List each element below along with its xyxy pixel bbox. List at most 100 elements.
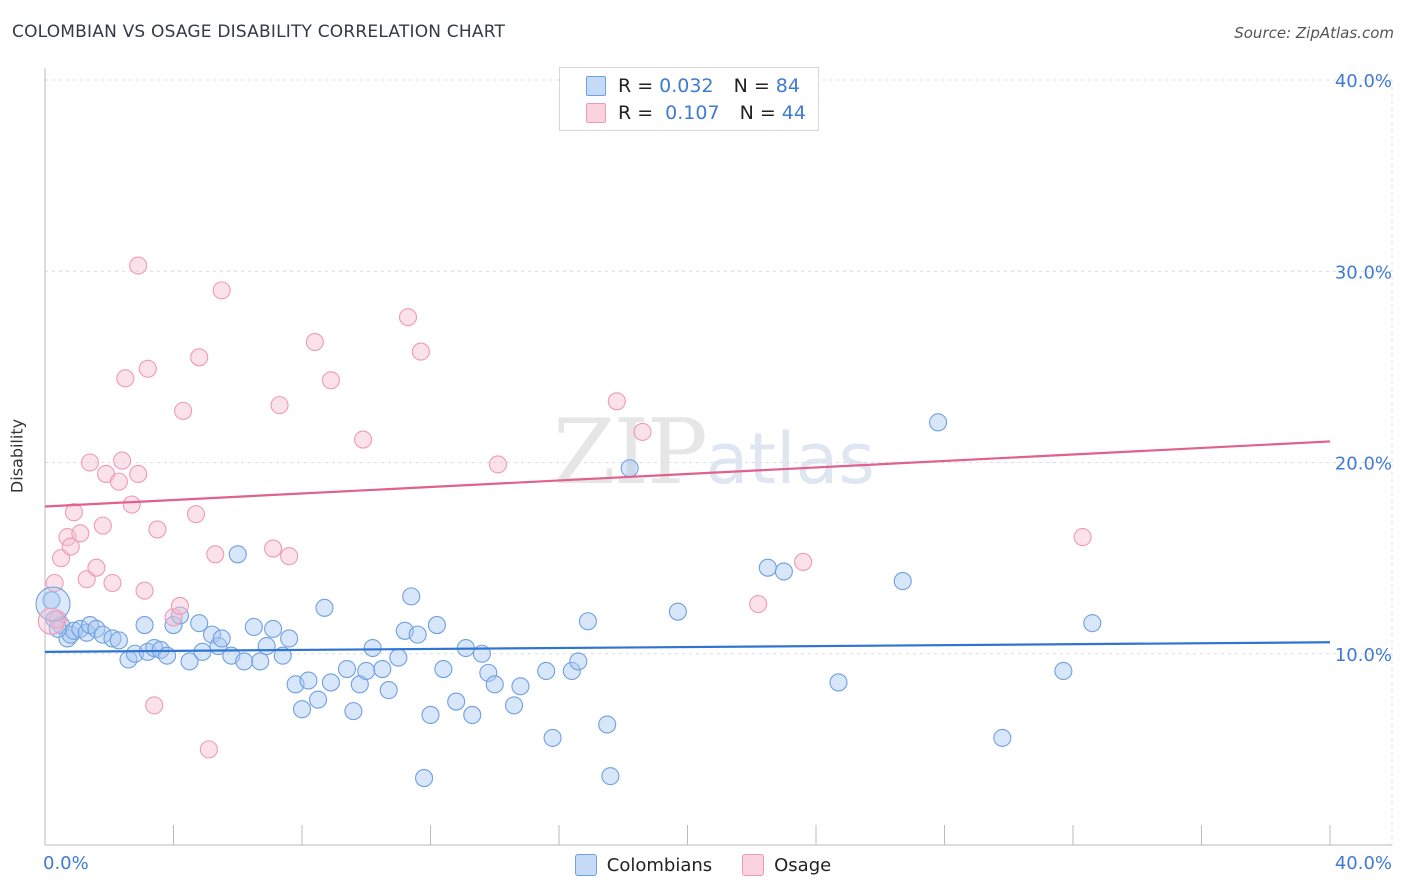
legend-row-osage: R = 0.107 N = 44 <box>586 101 806 125</box>
point-colombians <box>620 459 639 478</box>
point-colombians <box>273 646 292 665</box>
tick-labels: 10.0% 20.0% 30.0% 40.0% 0.0% 40.0% <box>43 71 1392 874</box>
point-osage <box>280 547 299 566</box>
point-colombians <box>244 617 263 637</box>
watermark-zip: ZIP <box>553 400 708 505</box>
point-osage <box>109 472 128 491</box>
point-colombians <box>389 648 408 667</box>
point-colombians <box>415 769 434 788</box>
point-colombians <box>402 587 421 606</box>
legend-n-label: N = <box>739 102 776 124</box>
point-colombians <box>479 663 498 682</box>
point-osage <box>48 610 67 629</box>
point-osage <box>607 392 626 411</box>
point-osage <box>199 740 218 759</box>
point-colombians <box>421 705 440 725</box>
point-colombians <box>543 728 562 747</box>
point-colombians <box>578 612 597 631</box>
point-osage <box>87 558 106 577</box>
point-colombians <box>363 638 382 658</box>
point-colombians <box>569 652 588 671</box>
bottom-legend-label-colombians: Colombians <box>606 854 713 876</box>
bottom-legend-label-osage: Osage <box>774 854 832 876</box>
bottom-legend-swatch-colombians <box>574 854 597 876</box>
point-colombians <box>408 625 427 644</box>
trend-line-colombians <box>44 641 1331 653</box>
point-colombians <box>93 625 112 644</box>
point-colombians <box>193 642 212 661</box>
source-label: Source: ZipAtlas.com <box>1234 24 1394 42</box>
point-colombians <box>251 652 270 671</box>
point-osage <box>270 396 289 415</box>
point-osage <box>206 545 225 564</box>
point-osage <box>398 308 418 327</box>
point-colombians <box>135 616 154 635</box>
point-colombians <box>170 606 189 625</box>
legend-swatch-colombians <box>586 76 606 96</box>
legend-n-value: 84 <box>775 75 800 97</box>
point-osage <box>164 608 183 627</box>
point-osage <box>305 332 324 352</box>
point-osage <box>135 581 154 600</box>
legend-r-label: R = <box>618 75 654 97</box>
legend-r-label: R = <box>618 102 654 124</box>
point-colombians <box>758 558 777 577</box>
point-colombians <box>373 659 392 679</box>
point-colombians <box>158 646 177 665</box>
legend-n-label: N = <box>733 75 770 97</box>
point-osage <box>145 696 164 715</box>
x-tick-label: 0.0% <box>43 853 89 874</box>
point-osage <box>61 537 80 556</box>
point-colombians <box>103 629 122 648</box>
point-osage <box>488 455 508 474</box>
point-colombians <box>299 671 318 690</box>
legend-r-value: 0.107 <box>665 102 720 124</box>
watermark-atlas: atlas <box>705 418 875 500</box>
point-osage <box>116 369 135 388</box>
point-osage <box>113 451 132 470</box>
point-osage <box>122 495 141 514</box>
point-colombians <box>537 661 556 681</box>
bottom-legend-osage: Osage <box>742 852 831 878</box>
chart-title: COLOMBIAN VS OSAGE DISABILITY CORRELATIO… <box>12 22 506 42</box>
point-colombians <box>1054 661 1073 681</box>
point-osage <box>411 342 430 361</box>
point-osage <box>80 453 100 472</box>
point-colombians <box>668 602 687 621</box>
axes <box>44 68 1392 846</box>
y-tick-label: 40.0% <box>1335 71 1392 92</box>
point-colombians <box>504 696 524 715</box>
point-colombians <box>829 673 848 692</box>
point-colombians <box>427 616 446 635</box>
point-osage <box>353 430 373 449</box>
point-colombians <box>190 614 209 633</box>
legend-r-value: 0.032 <box>659 75 714 97</box>
legend: R = 0.032 N = 84 R = 0.107 N = 44 <box>559 67 819 131</box>
bottom-legend-swatch-osage <box>742 854 765 876</box>
trend-line-osage <box>44 440 1331 508</box>
bottom-legend-colombians: Colombians <box>574 852 713 878</box>
point-colombians <box>280 629 299 648</box>
point-osage <box>633 422 652 441</box>
point-colombians <box>235 652 254 671</box>
point-osage <box>749 594 768 614</box>
point-osage <box>264 539 283 558</box>
point-osage <box>212 281 231 300</box>
point-colombians <box>774 562 793 581</box>
point-colombians <box>893 572 912 591</box>
y-tick-label: 10.0% <box>1335 645 1392 666</box>
point-osage <box>186 505 206 524</box>
legend-n-value: 44 <box>781 102 806 124</box>
legend-row-colombians: R = 0.032 N = 84 <box>586 74 800 98</box>
point-colombians <box>264 619 283 638</box>
point-osage <box>148 520 167 539</box>
point-colombians <box>598 715 617 734</box>
point-osage <box>129 464 148 484</box>
point-colombians <box>321 673 340 692</box>
point-osage <box>138 359 157 378</box>
point-colombians <box>601 767 620 786</box>
point-colombians <box>315 598 334 617</box>
point-colombians <box>993 728 1012 747</box>
point-colombians <box>562 661 581 681</box>
